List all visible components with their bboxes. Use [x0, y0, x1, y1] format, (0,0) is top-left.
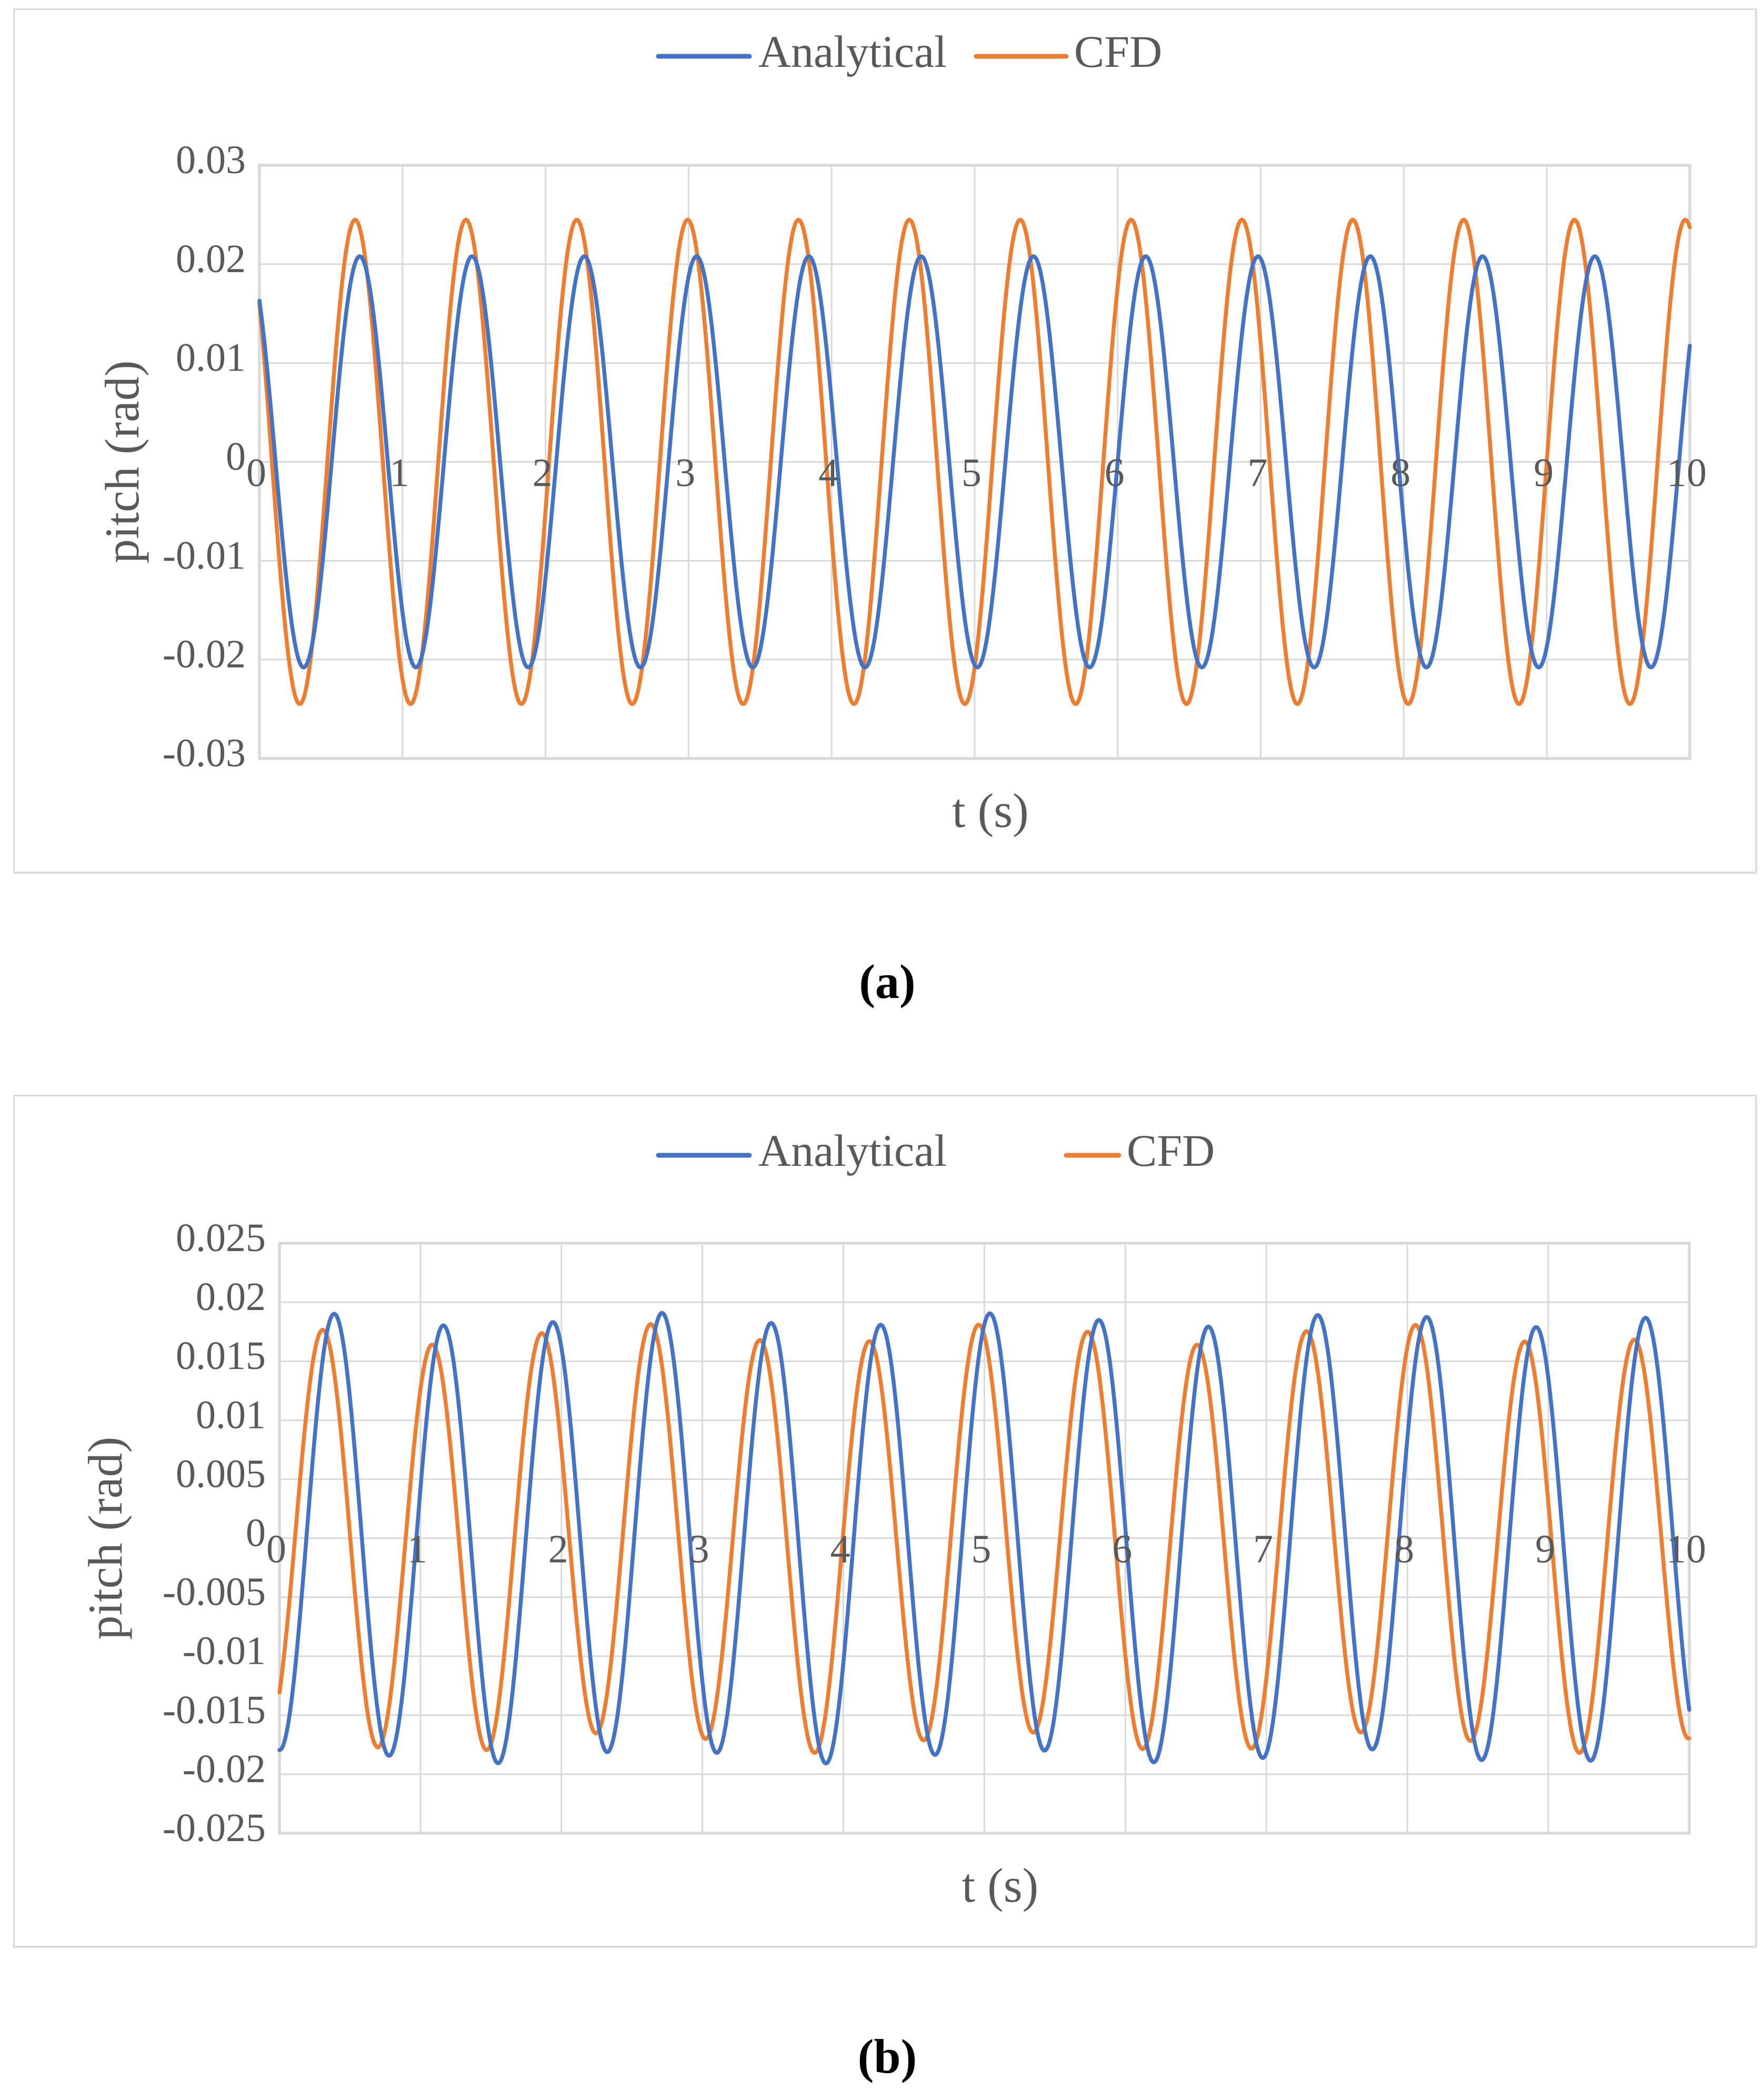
svg-text:0.025: 0.025	[176, 1216, 266, 1260]
svg-text:CFD: CFD	[1127, 1125, 1215, 1176]
svg-text:10: 10	[1666, 1527, 1706, 1572]
svg-text:10: 10	[1667, 451, 1707, 495]
svg-text:0.015: 0.015	[176, 1334, 266, 1378]
svg-text:-0.005: -0.005	[163, 1570, 266, 1614]
svg-text:Analytical: Analytical	[758, 1125, 947, 1176]
svg-text:1: 1	[389, 451, 409, 495]
svg-text:0.02: 0.02	[176, 237, 246, 281]
svg-text:0: 0	[246, 451, 266, 495]
svg-text:3: 3	[675, 451, 695, 495]
svg-text:0.01: 0.01	[196, 1393, 266, 1437]
svg-text:9: 9	[1534, 451, 1553, 495]
svg-text:5: 5	[971, 1527, 991, 1572]
svg-text:2: 2	[533, 451, 553, 495]
svg-text:6: 6	[1105, 451, 1125, 495]
svg-text:0.01: 0.01	[176, 336, 246, 380]
svg-text:-0.02: -0.02	[163, 632, 246, 676]
svg-text:0.005: 0.005	[176, 1452, 266, 1496]
svg-text:0.03: 0.03	[176, 138, 246, 182]
svg-text:-0.01: -0.01	[163, 533, 246, 577]
svg-text:0: 0	[266, 1527, 286, 1572]
svg-text:-0.025: -0.025	[163, 1806, 266, 1850]
svg-text:7: 7	[1248, 451, 1268, 495]
svg-text:8: 8	[1394, 1527, 1414, 1572]
svg-text:0.02: 0.02	[196, 1275, 266, 1319]
svg-text:4: 4	[818, 451, 838, 495]
svg-text:t (s): t (s)	[962, 1858, 1039, 1912]
svg-text:0: 0	[226, 435, 246, 479]
svg-text:4: 4	[830, 1527, 850, 1572]
svg-text:CFD: CFD	[1074, 26, 1162, 77]
svg-text:6: 6	[1112, 1527, 1132, 1572]
svg-text:pitch (rad): pitch (rad)	[95, 361, 149, 564]
svg-text:-0.015: -0.015	[163, 1688, 266, 1732]
svg-text:7: 7	[1253, 1527, 1273, 1572]
svg-text:-0.01: -0.01	[183, 1629, 266, 1673]
svg-text:3: 3	[689, 1527, 709, 1572]
svg-text:1: 1	[407, 1527, 427, 1572]
svg-text:8: 8	[1390, 451, 1410, 495]
svg-text:-0.03: -0.03	[163, 731, 246, 775]
svg-text:5: 5	[961, 451, 981, 495]
svg-text:Analytical: Analytical	[758, 26, 947, 77]
svg-text:0: 0	[246, 1511, 266, 1555]
svg-text:2: 2	[548, 1527, 568, 1572]
svg-text:9: 9	[1535, 1527, 1555, 1572]
svg-text:pitch (rad): pitch (rad)	[78, 1437, 132, 1640]
svg-text:t (s): t (s)	[952, 784, 1029, 837]
svg-text:-0.02: -0.02	[183, 1747, 266, 1791]
